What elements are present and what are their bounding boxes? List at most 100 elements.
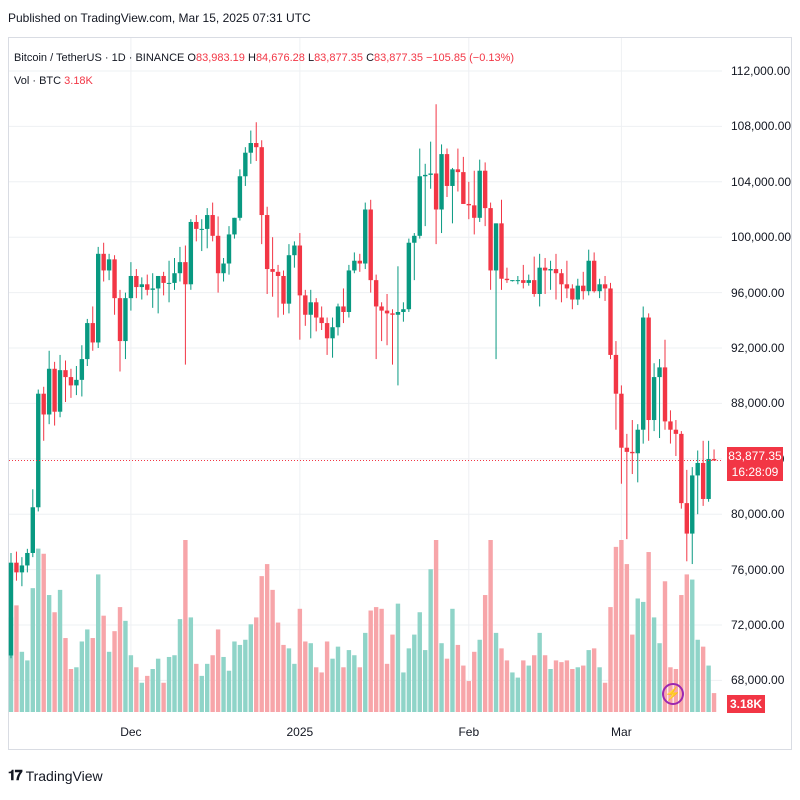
- candle-body: [106, 259, 112, 271]
- volume-bar: [417, 612, 422, 712]
- volume-bar: [657, 643, 662, 712]
- candle-body: [205, 215, 210, 229]
- volume-bar: [210, 655, 215, 712]
- volume-bar: [226, 670, 232, 712]
- bar-countdown: 16:28:09: [731, 465, 779, 479]
- candle-body: [428, 173, 433, 175]
- close-label: C: [366, 52, 375, 64]
- volume-bar: [145, 675, 150, 712]
- candle-body: [139, 284, 144, 288]
- candle-body: [79, 359, 85, 380]
- volume-bar: [679, 595, 684, 712]
- volume-bar: [390, 634, 395, 712]
- chart-frame[interactable]: [8, 37, 792, 750]
- candle-body: [450, 169, 455, 186]
- candle-body: [161, 275, 166, 283]
- volume-bar: [581, 665, 586, 712]
- candle-body: [57, 370, 63, 412]
- candle-body: [172, 273, 177, 283]
- candle-body: [499, 223, 504, 279]
- candle-body: [145, 284, 150, 290]
- y-tick-label: 100,000.00: [731, 230, 792, 245]
- candle-body: [14, 562, 19, 573]
- candle-body: [711, 459, 717, 461]
- volume-bar: [624, 564, 630, 712]
- candle-body: [673, 429, 679, 434]
- candle-body: [101, 253, 106, 271]
- tradingview-brand[interactable]: 𝟏𝟕 TradingView: [8, 767, 103, 784]
- volume-bar: [450, 608, 455, 712]
- candle-body: [335, 306, 341, 328]
- candle-body: [286, 255, 292, 304]
- candle-body: [532, 280, 537, 294]
- volume-bar: [14, 605, 19, 712]
- volume-bar: [292, 663, 297, 712]
- volume-bar: [19, 651, 25, 712]
- candle-body: [477, 170, 482, 218]
- symbol-title[interactable]: Bitcoin / TetherUS · 1D · BINANCE: [14, 52, 185, 64]
- volume-bar: [194, 663, 199, 712]
- volume-bar: [384, 663, 390, 712]
- volume-bar: [199, 675, 204, 712]
- volume-bar: [553, 660, 559, 712]
- volume-bar: [117, 607, 123, 712]
- volume-bar: [602, 682, 608, 712]
- lightning-icon[interactable]: ⚡: [662, 683, 684, 705]
- volume-bar: [521, 660, 526, 712]
- volume-bar: [177, 619, 183, 712]
- y-tick-label: 68,000.00: [731, 673, 785, 688]
- candle-body: [379, 306, 384, 311]
- volume-bar: [630, 634, 635, 712]
- candle-body: [564, 284, 570, 289]
- volume-bar: [477, 639, 482, 712]
- volume-bar: [112, 631, 117, 712]
- volume-bar: [297, 608, 303, 712]
- candle-body: [651, 377, 657, 421]
- candle-body: [112, 259, 117, 299]
- volume-bar: [30, 588, 35, 712]
- candle-body: [8, 562, 14, 656]
- candle-body: [319, 317, 324, 324]
- last-price-value: 83,877.35: [728, 449, 782, 463]
- volume-bar: [532, 655, 537, 712]
- volume-bar: [662, 581, 668, 712]
- symbol-legend[interactable]: Bitcoin / TetherUS · 1D · BINANCE O83,98…: [14, 52, 514, 64]
- candle-body: [548, 269, 553, 271]
- volume-bar: [259, 576, 264, 712]
- volume-bar: [428, 569, 433, 712]
- candle-body: [183, 262, 188, 285]
- volume-bar: [690, 579, 695, 712]
- volume-bar: [564, 660, 570, 712]
- volume-bar: [346, 650, 352, 712]
- volume-legend-value: 3.18K: [64, 75, 93, 87]
- volume-bar: [324, 641, 330, 712]
- candle-body: [297, 245, 303, 296]
- volume-bar: [635, 598, 640, 712]
- candle-body: [363, 209, 368, 264]
- volume-bar: [357, 667, 362, 712]
- candle-body: [679, 433, 684, 504]
- volume-bar: [401, 672, 406, 712]
- candle-body: [641, 317, 646, 430]
- volume-legend[interactable]: Vol · BTC 3.18K: [14, 75, 93, 87]
- volume-bar: [646, 552, 651, 712]
- candle-body: [515, 280, 521, 282]
- volume-bar: [341, 667, 346, 712]
- candle-body: [74, 379, 79, 386]
- candle-body: [521, 280, 526, 283]
- volume-bar: [493, 632, 499, 712]
- volume-bar: [466, 681, 471, 712]
- candle-body: [504, 278, 510, 281]
- candle-body: [357, 260, 362, 264]
- volume-bar: [90, 638, 95, 712]
- candle-body: [85, 323, 90, 360]
- candle-body: [346, 270, 352, 312]
- candle-body: [586, 260, 591, 292]
- y-tick-label: 96,000.00: [731, 285, 785, 300]
- candle-body: [602, 284, 608, 289]
- volume-bar: [74, 667, 79, 712]
- candle-body: [444, 154, 450, 186]
- candle-body: [384, 310, 390, 314]
- volume-bar: [379, 608, 384, 712]
